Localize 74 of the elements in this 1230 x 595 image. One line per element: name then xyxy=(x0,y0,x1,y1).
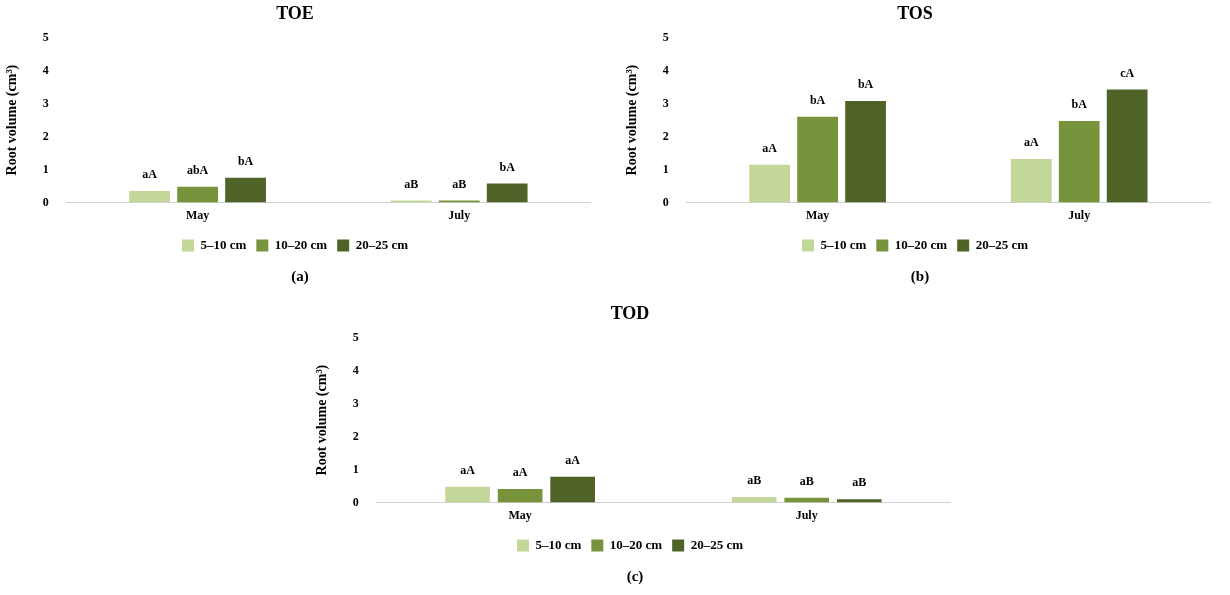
legend-label: 20–25 cm xyxy=(690,536,744,552)
y-tick-label: 4 xyxy=(352,362,359,377)
y-axis-title: Root volume (cm³) xyxy=(624,64,641,176)
bar xyxy=(129,191,171,203)
bar xyxy=(177,186,218,203)
data-label: aA xyxy=(1023,135,1039,150)
y-tick-label: 4 xyxy=(42,62,49,77)
legend-label: 10–20 cm xyxy=(609,536,663,552)
y-tick-label: 2 xyxy=(42,128,49,143)
bar xyxy=(550,476,595,503)
data-label: aB xyxy=(852,475,867,490)
data-label: aB xyxy=(747,473,762,488)
text: (a) xyxy=(290,268,310,285)
bar xyxy=(749,164,791,203)
legend-label: 10–20 cm xyxy=(274,236,328,252)
y-axis-title: Root volume (cm³) xyxy=(4,64,21,176)
bar xyxy=(1106,89,1148,203)
y-tick-label: 3 xyxy=(352,395,359,410)
legend-label: 5–10 cm xyxy=(535,536,582,552)
y-tick-label: 2 xyxy=(352,428,359,443)
y-tick-label: 0 xyxy=(42,194,49,209)
data-label: cA xyxy=(1120,65,1135,80)
x-tick-label: July xyxy=(448,207,471,222)
y-tick-label: 5 xyxy=(352,329,359,344)
chart-title: TOD xyxy=(610,303,650,324)
bar xyxy=(225,177,266,203)
data-label: bA xyxy=(857,77,874,92)
legend-label: 5–10 cm xyxy=(200,236,247,252)
bar xyxy=(836,499,882,503)
y-tick-label: 5 xyxy=(42,29,49,44)
data-label: aA xyxy=(565,452,581,467)
x-tick-label: May xyxy=(185,207,210,222)
data-label: bA xyxy=(499,159,516,174)
data-label: aA xyxy=(762,140,778,155)
y-tick-label: 1 xyxy=(662,161,669,176)
legend-label: 10–20 cm xyxy=(894,236,948,252)
chart-title: TOS xyxy=(897,3,933,24)
legend-label: 5–10 cm xyxy=(820,236,867,252)
text: (b) xyxy=(909,268,931,285)
x-tick-label: May xyxy=(805,207,830,222)
x-tick-label: May xyxy=(508,507,532,522)
data-label: bA xyxy=(237,153,254,168)
data-label: aB xyxy=(404,176,419,191)
bar xyxy=(1010,159,1052,203)
bar xyxy=(497,489,543,503)
data-label: aA xyxy=(512,465,528,480)
data-label: bA xyxy=(1071,97,1088,112)
y-tick-label: 0 xyxy=(662,194,669,209)
data-label: aB xyxy=(799,473,814,488)
y-tick-label: 5 xyxy=(662,29,669,44)
y-tick-label: 1 xyxy=(352,461,359,476)
x-tick-label: July xyxy=(1068,207,1091,222)
bar xyxy=(1058,121,1100,203)
y-tick-label: 3 xyxy=(42,95,49,110)
chart-title: TOE xyxy=(276,3,314,24)
data-label: abA xyxy=(186,162,209,177)
text: (c) xyxy=(625,568,645,585)
y-axis-title: Root volume (cm³) xyxy=(314,364,331,476)
legend-label: 20–25 cm xyxy=(975,236,1029,252)
data-label: aA xyxy=(142,167,158,182)
y-tick-label: 2 xyxy=(662,128,669,143)
bar xyxy=(845,100,886,203)
bar xyxy=(445,486,490,503)
y-tick-label: 3 xyxy=(662,95,669,110)
legend-label: 20–25 cm xyxy=(355,236,409,252)
y-tick-label: 0 xyxy=(352,494,359,509)
data-label: bA xyxy=(809,92,826,107)
y-tick-label: 4 xyxy=(662,62,669,77)
bar xyxy=(486,183,528,203)
x-tick-label: July xyxy=(795,507,818,522)
bar xyxy=(797,116,838,203)
data-label: aA xyxy=(460,462,476,477)
y-tick-label: 1 xyxy=(42,161,49,176)
data-label: aB xyxy=(452,176,467,191)
